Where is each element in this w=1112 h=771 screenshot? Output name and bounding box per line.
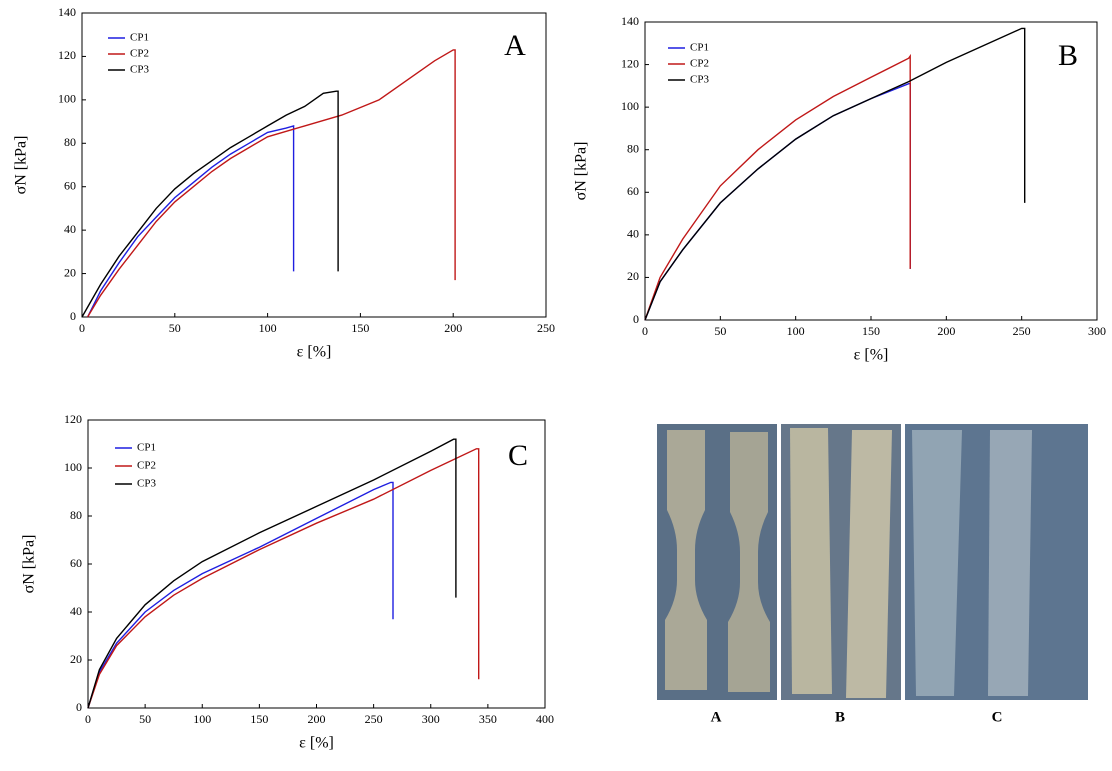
panel-label: A xyxy=(504,29,526,62)
x-tick-label: 100 xyxy=(259,321,277,335)
y-tick-label: 140 xyxy=(621,14,639,28)
y-tick-label: 120 xyxy=(58,48,76,62)
x-axis-label: ε [%] xyxy=(854,347,889,364)
y-tick-label: 80 xyxy=(627,141,639,155)
x-tick-label: 150 xyxy=(862,324,880,338)
y-axis-label: σN [kPa] xyxy=(21,535,38,594)
plot-frame xyxy=(81,12,547,318)
y-axis-label: σN [kPa] xyxy=(573,142,590,201)
y-tick-label: 100 xyxy=(621,99,639,113)
data-line xyxy=(87,448,480,709)
y-tick-label: 0 xyxy=(76,700,82,714)
y-tick-label: 120 xyxy=(64,412,82,426)
specimen xyxy=(790,428,832,694)
x-tick-label: 100 xyxy=(787,324,805,338)
y-tick-label: 20 xyxy=(64,265,76,279)
legend-label: CP1 xyxy=(690,42,709,54)
x-tick-label: 150 xyxy=(250,712,268,726)
y-tick-label: 140 xyxy=(58,5,76,19)
x-tick-label: 250 xyxy=(1013,324,1031,338)
x-tick-label: 0 xyxy=(85,712,91,726)
x-tick-label: 150 xyxy=(351,321,369,335)
x-tick-label: 250 xyxy=(537,321,555,335)
plot-frame xyxy=(644,21,1098,321)
x-tick-label: 50 xyxy=(139,712,151,726)
x-tick-label: 350 xyxy=(479,712,497,726)
y-tick-label: 60 xyxy=(64,178,76,192)
legend-label: CP1 xyxy=(137,442,156,454)
data-line xyxy=(644,83,911,321)
specimen xyxy=(988,430,1032,696)
specimen xyxy=(665,430,707,690)
data-line xyxy=(86,124,295,318)
legend-label: CP2 xyxy=(137,460,156,472)
x-tick-label: 400 xyxy=(536,712,554,726)
x-tick-label: 200 xyxy=(308,712,326,726)
y-tick-label: 20 xyxy=(70,652,82,666)
x-tick-label: 100 xyxy=(193,712,211,726)
x-tick-label: 50 xyxy=(169,321,181,335)
photo: A B C xyxy=(657,424,1088,725)
x-tick-label: 200 xyxy=(444,321,462,335)
specimen xyxy=(728,432,770,692)
panel-label: B xyxy=(1058,39,1078,72)
x-tick-label: 50 xyxy=(714,324,726,338)
y-tick-label: 80 xyxy=(64,135,76,149)
y-axis-label: σN [kPa] xyxy=(13,136,30,195)
photo-label: A xyxy=(711,709,722,725)
y-tick-label: 100 xyxy=(58,92,76,106)
x-tick-label: 300 xyxy=(422,712,440,726)
y-tick-label: 60 xyxy=(627,184,639,198)
photo-label: B xyxy=(835,709,845,725)
specimen xyxy=(912,430,962,696)
legend-label: CP3 xyxy=(137,478,156,490)
legend-label: CP3 xyxy=(690,74,709,86)
x-tick-label: 0 xyxy=(642,324,648,338)
specimen xyxy=(846,430,892,698)
panel-label: C xyxy=(508,439,528,472)
photo-label: C xyxy=(992,709,1003,725)
x-axis-label: ε [%] xyxy=(297,344,332,361)
y-tick-label: 80 xyxy=(70,508,82,522)
data-line xyxy=(87,481,394,709)
y-tick-label: 60 xyxy=(70,556,82,570)
x-tick-label: 200 xyxy=(937,324,955,338)
y-tick-label: 40 xyxy=(64,222,76,236)
data-line xyxy=(86,49,456,318)
data-line xyxy=(87,438,457,709)
legend-label: CP2 xyxy=(130,48,149,60)
plot-frame xyxy=(87,419,546,709)
data-line xyxy=(644,27,1026,321)
legend-label: CP3 xyxy=(130,64,149,76)
y-tick-label: 20 xyxy=(627,269,639,283)
y-tick-label: 0 xyxy=(633,312,639,326)
y-tick-label: 40 xyxy=(70,604,82,618)
data-line xyxy=(644,53,911,321)
x-tick-label: 0 xyxy=(79,321,85,335)
y-tick-label: 120 xyxy=(621,56,639,70)
y-tick-label: 40 xyxy=(627,227,639,241)
x-tick-label: 300 xyxy=(1088,324,1106,338)
legend-label: CP2 xyxy=(690,58,709,70)
y-tick-label: 0 xyxy=(70,309,76,323)
x-axis-label: ε [%] xyxy=(299,735,334,752)
legend-label: CP1 xyxy=(130,32,149,44)
y-tick-label: 100 xyxy=(64,460,82,474)
data-line xyxy=(81,90,339,318)
x-tick-label: 250 xyxy=(365,712,383,726)
